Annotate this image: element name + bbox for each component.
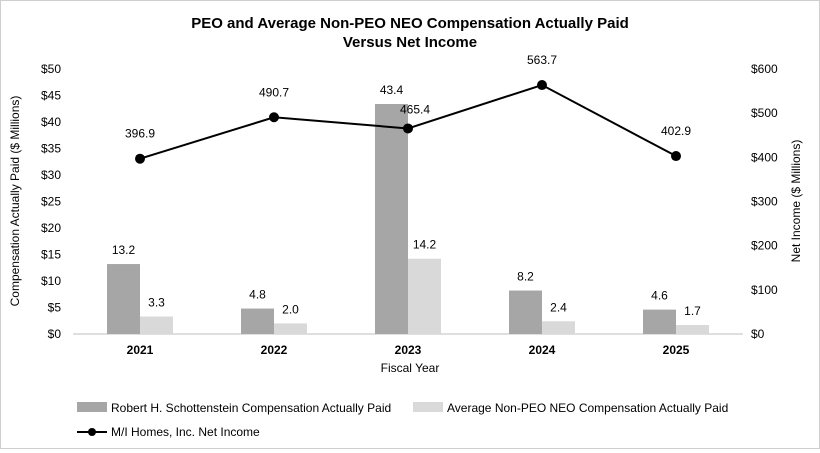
y2-tick-label: $200 <box>751 239 778 253</box>
y2-tick-label: $0 <box>751 327 765 341</box>
y-tick-label: $45 <box>41 89 61 103</box>
y-tick-label: $50 <box>41 62 61 76</box>
category-label: 2021 <box>127 343 154 357</box>
legend-label-peo: Robert H. Schottenstein Compensation Act… <box>111 401 391 415</box>
data-label-non-peo: 2.0 <box>282 302 299 316</box>
bar-non-peo <box>676 324 709 334</box>
y2-axis-label: Net Income ($ Millions) <box>789 140 803 263</box>
bars: 13.2 3.3 4.8 2.0 43.4 14.2 8.2 2.4 4.6 1.7 <box>107 83 709 334</box>
net-income-line-series: 396.9 490.7 465.4 563.7 402.9 <box>125 53 691 164</box>
y-tick-label: $40 <box>41 115 61 129</box>
category-label: 2022 <box>261 343 288 357</box>
data-label-non-peo: 14.2 <box>413 238 437 252</box>
net-income-point <box>537 80 547 91</box>
legend-label-non-peo: Average Non-PEO NEO Compensation Actuall… <box>447 401 728 415</box>
bar-peo <box>241 308 274 334</box>
y2-tick-label: $600 <box>751 62 778 76</box>
bar-non-peo <box>140 316 173 334</box>
data-label-non-peo: 2.4 <box>550 300 567 314</box>
y-tick-label: $15 <box>41 248 61 262</box>
data-label-net-income: 490.7 <box>259 85 289 99</box>
net-income-point <box>671 151 681 162</box>
y2-tick-label: $500 <box>751 106 778 120</box>
category-label: 2024 <box>529 343 556 357</box>
category-label: 2023 <box>395 343 422 357</box>
data-label-non-peo: 3.3 <box>148 296 165 310</box>
y2-tick-label: $400 <box>751 150 778 164</box>
net-income-point <box>135 153 145 164</box>
data-label-peo: 4.8 <box>249 288 266 302</box>
bar-non-peo <box>408 258 441 334</box>
y2-tick-label: $100 <box>751 283 778 297</box>
y-tick-label: $30 <box>41 168 61 182</box>
data-label-peo: 4.6 <box>651 289 668 303</box>
bar-peo <box>375 103 408 334</box>
left-axis-ticks: $0 $5 $10 $15 $20 $25 $30 $35 $40 $45 $50 <box>41 62 61 341</box>
x-axis-label: Fiscal Year <box>381 361 440 375</box>
bar-non-peo <box>274 323 307 334</box>
legend-swatch-net-income-marker <box>88 428 96 436</box>
y-tick-label: $20 <box>41 221 61 235</box>
bar-peo <box>643 309 676 334</box>
y-axis-label: Compensation Actually Paid ($ Millions) <box>8 96 22 307</box>
net-income-point <box>269 112 279 123</box>
y-tick-label: $0 <box>48 327 62 341</box>
category-labels: 2021 2022 2023 2024 2025 <box>127 343 690 357</box>
right-axis-ticks: $0 $100 $200 $300 $400 $500 $600 <box>751 62 778 341</box>
net-income-point <box>403 123 413 134</box>
legend-swatch-non-peo <box>413 402 443 412</box>
data-label-net-income: 396.9 <box>125 127 155 141</box>
legend: Robert H. Schottenstein Compensation Act… <box>77 401 728 439</box>
bar-peo <box>509 290 542 334</box>
data-label-net-income: 465.4 <box>400 102 430 116</box>
y-tick-label: $5 <box>48 301 62 315</box>
data-label-non-peo: 1.7 <box>684 304 701 318</box>
data-label-net-income: 402.9 <box>661 124 691 138</box>
data-label-peo: 8.2 <box>517 270 534 284</box>
bar-non-peo <box>542 321 575 334</box>
chart-subtitle: Versus Net Income <box>343 34 477 51</box>
y-tick-label: $35 <box>41 142 61 156</box>
chart-title: PEO and Average Non-PEO NEO Compensation… <box>191 15 629 32</box>
bar-peo <box>107 264 140 334</box>
legend-swatch-peo <box>77 402 107 412</box>
data-label-net-income: 563.7 <box>527 53 557 67</box>
data-label-peo: 13.2 <box>112 243 136 257</box>
y-tick-label: $10 <box>41 274 61 288</box>
y2-tick-label: $300 <box>751 195 778 209</box>
legend-label-net-income: M/I Homes, Inc. Net Income <box>111 425 260 439</box>
category-label: 2025 <box>663 343 690 357</box>
data-label-peo: 43.4 <box>380 83 404 97</box>
y-tick-label: $25 <box>41 195 61 209</box>
